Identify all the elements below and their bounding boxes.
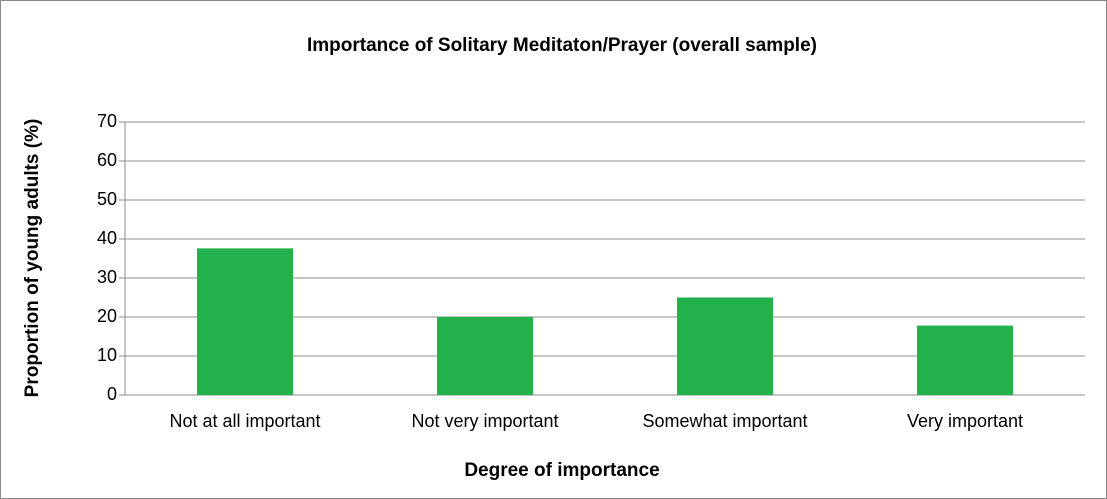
bar [197,248,293,395]
x-tick-label: Very important [907,411,1023,431]
y-tick-label: 0 [107,384,117,404]
chart-title: Importance of Solitary Meditaton/Prayer … [307,35,817,56]
y-tick-label: 40 [97,228,117,248]
y-axis-title: Proportion of young adults (%) [22,119,43,398]
x-axis-title: Degree of importance [464,460,659,481]
y-tick-label: 50 [97,189,117,209]
y-tick-label: 10 [97,345,117,365]
bar [917,325,1013,395]
y-tick-label: 60 [97,150,117,170]
y-tick-label: 20 [97,306,117,326]
bar [437,317,533,395]
y-tick-label: 30 [97,267,117,287]
x-tick-label: Not at all important [169,411,320,431]
x-tick-label: Not very important [411,411,558,431]
x-tick-label: Somewhat important [642,411,807,431]
y-tick-label: 70 [97,111,117,131]
bar [677,297,773,395]
